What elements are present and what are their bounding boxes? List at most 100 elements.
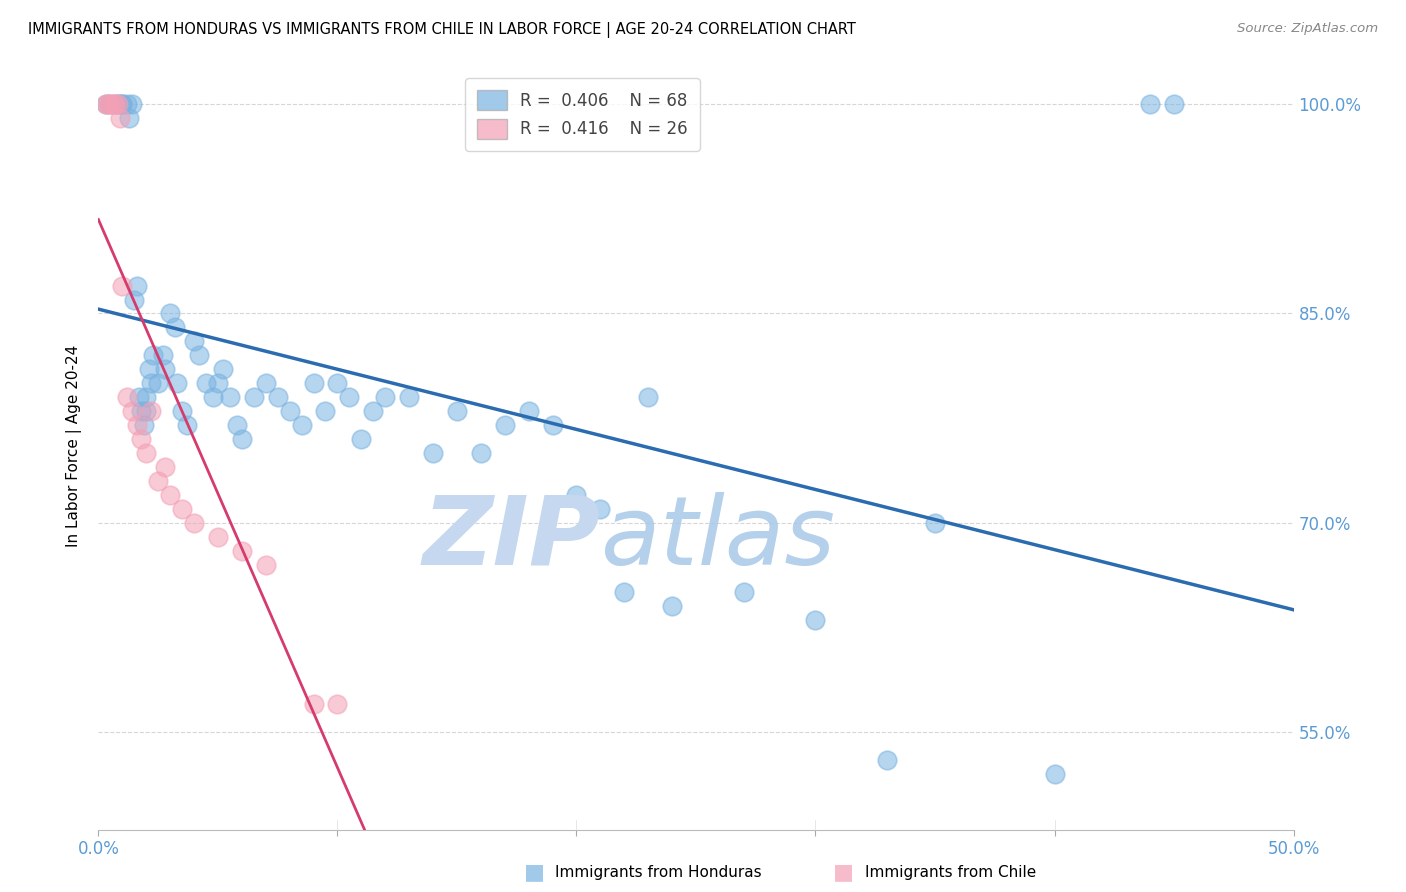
Point <box>613 585 636 599</box>
Point <box>637 390 659 404</box>
Text: Immigrants from Chile: Immigrants from Chile <box>865 865 1036 880</box>
Point <box>339 390 361 404</box>
Point <box>219 390 242 404</box>
Point <box>226 418 249 433</box>
Point <box>135 390 157 404</box>
Point <box>254 376 277 391</box>
Text: Source: ZipAtlas.com: Source: ZipAtlas.com <box>1237 22 1378 36</box>
Point <box>517 404 540 418</box>
Point <box>107 97 129 112</box>
Point <box>94 97 117 112</box>
Point <box>139 404 162 418</box>
Point <box>924 516 946 530</box>
Point <box>138 362 160 376</box>
Point <box>121 97 143 112</box>
Point <box>278 404 301 418</box>
Point <box>142 348 165 362</box>
Point <box>494 418 516 433</box>
Text: Immigrants from Honduras: Immigrants from Honduras <box>555 865 762 880</box>
Point <box>124 293 146 307</box>
Point <box>98 97 122 112</box>
Point <box>254 558 277 572</box>
Point <box>166 376 188 391</box>
Point <box>101 97 124 112</box>
Point <box>132 418 155 433</box>
Point <box>315 404 337 418</box>
Point <box>115 97 138 112</box>
Point <box>121 404 143 418</box>
Point <box>374 879 396 892</box>
Point <box>302 697 325 711</box>
Text: IMMIGRANTS FROM HONDURAS VS IMMIGRANTS FROM CHILE IN LABOR FORCE | AGE 20-24 COR: IMMIGRANTS FROM HONDURAS VS IMMIGRANTS F… <box>28 22 856 38</box>
Point <box>1163 97 1185 112</box>
Point <box>804 613 827 627</box>
Point <box>350 432 373 446</box>
Point <box>172 501 194 516</box>
Point <box>326 376 349 391</box>
Point <box>131 432 153 446</box>
Text: ■: ■ <box>834 863 853 882</box>
Point <box>155 362 177 376</box>
Point <box>152 348 174 362</box>
Point <box>131 404 153 418</box>
Point <box>422 879 444 892</box>
Point <box>107 97 129 112</box>
Point <box>104 97 127 112</box>
Point <box>565 488 588 502</box>
Text: ■: ■ <box>524 863 544 882</box>
Point <box>115 390 138 404</box>
Point <box>135 446 157 460</box>
Point <box>163 320 186 334</box>
Point <box>211 362 233 376</box>
Point <box>118 112 141 126</box>
Point <box>733 585 755 599</box>
Point <box>202 390 225 404</box>
Point <box>183 516 205 530</box>
Y-axis label: In Labor Force | Age 20-24: In Labor Force | Age 20-24 <box>66 345 83 547</box>
Point <box>589 501 612 516</box>
Point <box>195 376 218 391</box>
Point <box>108 97 131 112</box>
Point <box>291 418 314 433</box>
Point <box>231 432 253 446</box>
Point <box>207 376 229 391</box>
Point <box>135 404 157 418</box>
Point <box>363 404 385 418</box>
Point <box>108 112 131 126</box>
Point <box>876 753 898 767</box>
Point <box>111 97 134 112</box>
Point <box>98 97 122 112</box>
Point <box>159 306 181 320</box>
Point <box>125 418 148 433</box>
Point <box>1043 766 1066 780</box>
Point <box>422 446 444 460</box>
Point <box>155 459 177 474</box>
Point <box>148 474 170 488</box>
Point <box>1139 97 1161 112</box>
Point <box>148 376 170 391</box>
Point <box>374 390 396 404</box>
Point <box>398 390 420 404</box>
Point <box>243 390 266 404</box>
Point <box>183 334 205 349</box>
Text: ZIP: ZIP <box>422 491 600 584</box>
Point <box>159 488 181 502</box>
Point <box>187 348 209 362</box>
Point <box>94 97 117 112</box>
Point <box>125 278 148 293</box>
Point <box>326 697 349 711</box>
Point <box>111 278 134 293</box>
Point <box>128 390 150 404</box>
Point <box>172 404 194 418</box>
Point <box>470 446 492 460</box>
Legend: R =  0.406    N = 68, R =  0.416    N = 26: R = 0.406 N = 68, R = 0.416 N = 26 <box>465 78 700 151</box>
Point <box>97 97 120 112</box>
Point <box>302 376 325 391</box>
Point <box>446 404 468 418</box>
Point <box>139 376 162 391</box>
Point <box>176 418 198 433</box>
Point <box>231 543 253 558</box>
Point <box>207 530 229 544</box>
Point <box>111 97 134 112</box>
Point <box>541 418 564 433</box>
